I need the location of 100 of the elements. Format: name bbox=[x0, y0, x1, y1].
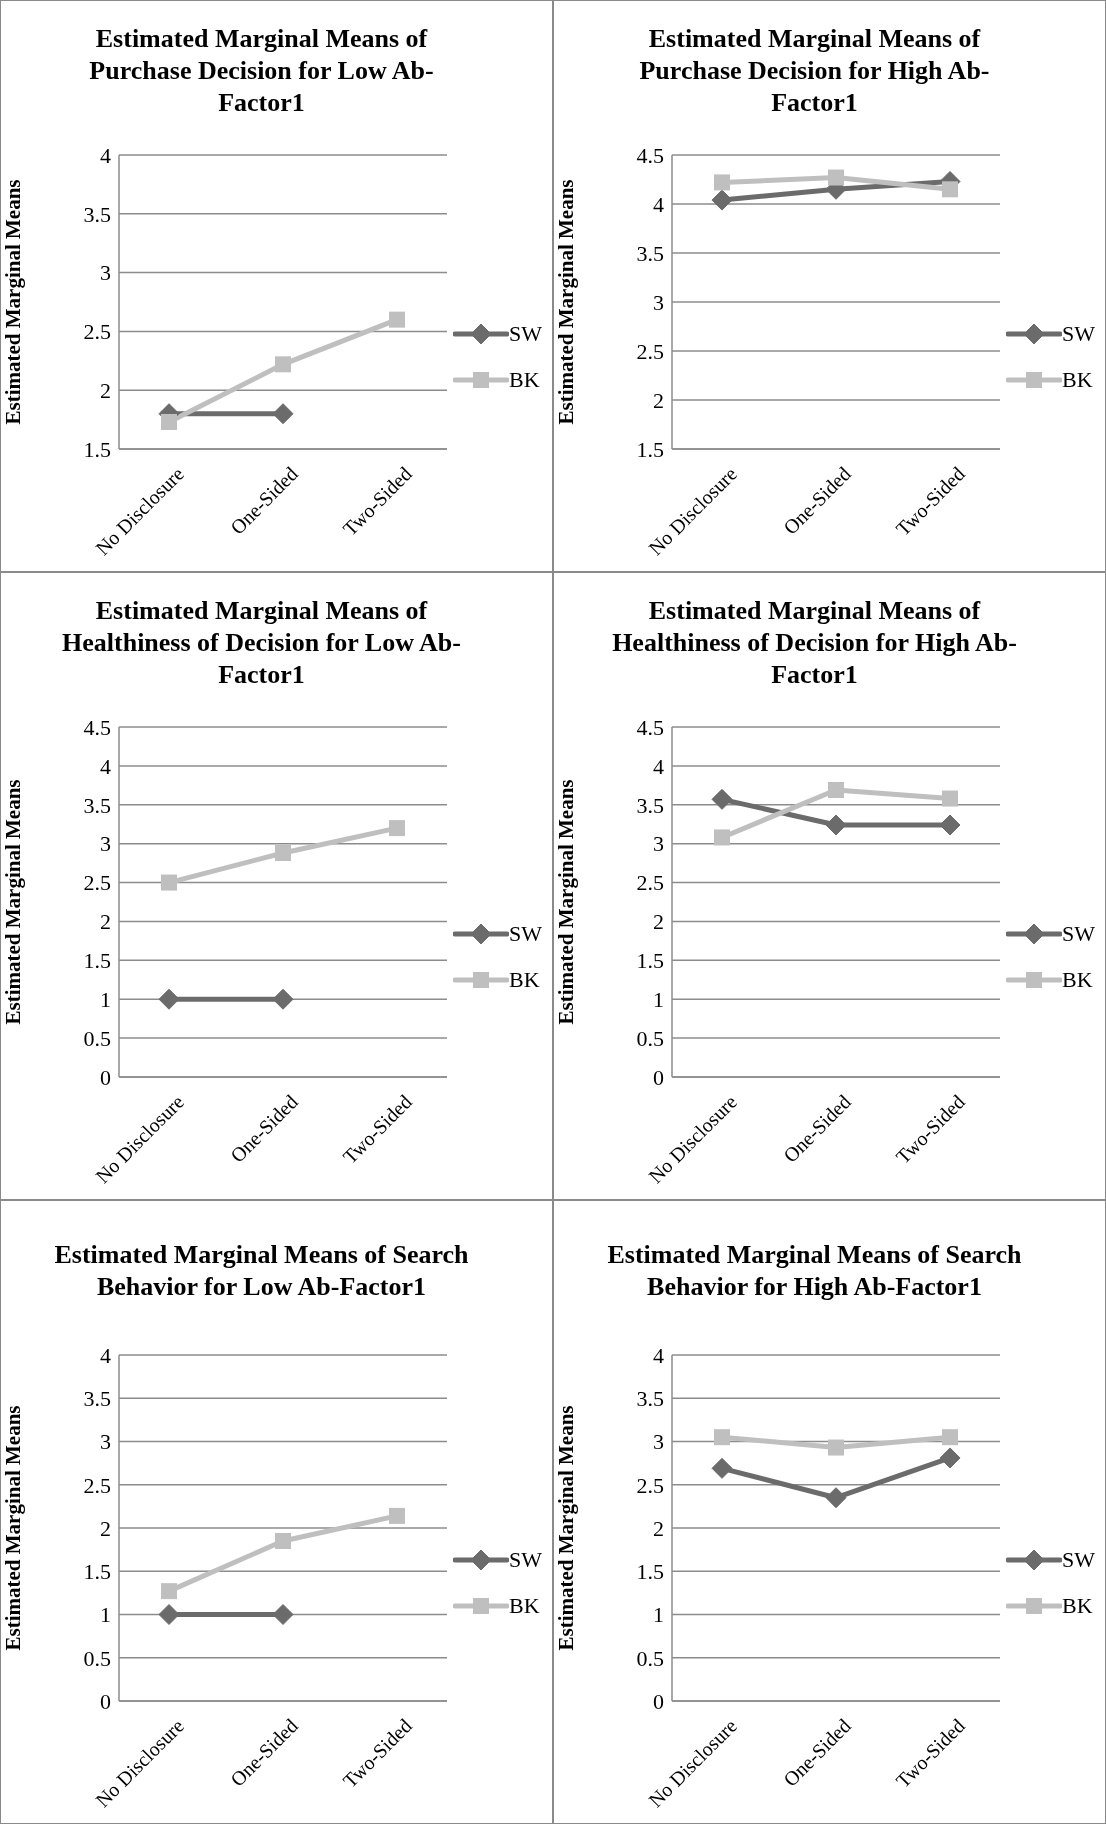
legend-label: BK bbox=[509, 367, 540, 393]
point bbox=[275, 845, 291, 861]
legend-label: BK bbox=[509, 1593, 540, 1619]
y-tick-label: 4.5 bbox=[636, 714, 664, 740]
point bbox=[942, 790, 958, 807]
legend-label: BK bbox=[1062, 1593, 1093, 1619]
y-axis-title: Estimated Marginal Means bbox=[554, 179, 579, 425]
y-tick-label: 4.5 bbox=[636, 142, 664, 168]
y-tick-label: 3 bbox=[100, 1429, 111, 1455]
y-tick-label: 1 bbox=[100, 987, 111, 1013]
y-tick-label: 2 bbox=[100, 378, 111, 404]
chart-title: Estimated Marginal Means of Search Behavior for High Ab-Factor1 bbox=[606, 1239, 1023, 1303]
y-axis-title: Estimated Marginal Means bbox=[1, 779, 26, 1025]
y-tick-label: 3.5 bbox=[636, 1386, 664, 1412]
point bbox=[161, 874, 177, 891]
point bbox=[389, 311, 405, 328]
y-tick-label: 2 bbox=[100, 1515, 111, 1541]
y-tick-label: 1 bbox=[653, 987, 664, 1013]
chart-title: Estimated Marginal Means of Search Behavior for Low Ab-Factor1 bbox=[53, 1239, 470, 1303]
y-tick-label: 1.5 bbox=[83, 436, 111, 462]
y-tick-label: 2.5 bbox=[636, 870, 664, 896]
y-tick-label: 0.5 bbox=[83, 1645, 111, 1671]
chart-title: Estimated Marginal Means of Healthiness of Decision for Low Ab-Factor1 bbox=[61, 595, 462, 691]
point bbox=[158, 988, 180, 1010]
y-tick-label: 0.5 bbox=[636, 1645, 664, 1671]
point bbox=[158, 1604, 180, 1625]
y-tick-label: 3.5 bbox=[83, 201, 111, 227]
y-tick-label: 2 bbox=[653, 1515, 664, 1541]
point bbox=[939, 814, 961, 836]
legend-label: SW bbox=[509, 321, 542, 347]
point bbox=[714, 174, 730, 191]
y-tick-label: 2.5 bbox=[83, 870, 111, 896]
y-tick-label: 4 bbox=[653, 1342, 664, 1368]
point bbox=[161, 413, 177, 430]
y-tick-label: 1.5 bbox=[636, 948, 664, 974]
point bbox=[939, 1447, 961, 1469]
y-tick-label: 4 bbox=[100, 1342, 111, 1368]
point bbox=[711, 788, 733, 810]
point bbox=[272, 988, 294, 1010]
point bbox=[161, 1583, 177, 1600]
y-tick-label: 0.5 bbox=[83, 1025, 111, 1051]
chart-title: Estimated Marginal Means of Purchase Decision for High Ab-Factor1 bbox=[638, 23, 991, 119]
point bbox=[711, 1457, 733, 1479]
point bbox=[828, 169, 844, 186]
point bbox=[389, 1507, 405, 1524]
y-tick-label: 0.5 bbox=[636, 1025, 664, 1051]
y-tick-label: 1.5 bbox=[83, 1559, 111, 1585]
point bbox=[275, 1532, 291, 1549]
y-tick-label: 0 bbox=[100, 1688, 111, 1714]
y-tick-label: 3 bbox=[653, 289, 664, 315]
y-tick-label: 1.5 bbox=[636, 1559, 664, 1585]
legend-label: SW bbox=[1062, 1547, 1095, 1573]
legend-label: SW bbox=[1062, 321, 1095, 347]
y-tick-label: 0 bbox=[653, 1064, 664, 1090]
legend-label: BK bbox=[509, 967, 540, 993]
legend-label: SW bbox=[509, 1547, 542, 1573]
y-tick-label: 2.5 bbox=[83, 1472, 111, 1498]
point bbox=[828, 782, 844, 798]
y-tick-label: 3.5 bbox=[636, 240, 664, 266]
y-tick-label: 4 bbox=[653, 191, 664, 217]
y-tick-label: 1.5 bbox=[83, 948, 111, 974]
y-axis-title: Estimated Marginal Means bbox=[554, 1405, 579, 1651]
point bbox=[714, 1429, 730, 1446]
y-tick-label: 1.5 bbox=[636, 436, 664, 462]
point bbox=[828, 1439, 844, 1456]
y-tick-label: 3.5 bbox=[83, 1386, 111, 1412]
y-axis-title: Estimated Marginal Means bbox=[554, 779, 579, 1025]
y-tick-label: 2 bbox=[653, 909, 664, 935]
y-tick-label: 3 bbox=[100, 260, 111, 286]
y-tick-label: 2.5 bbox=[83, 319, 111, 345]
legend-label: BK bbox=[1062, 967, 1093, 993]
y-tick-label: 4 bbox=[100, 142, 111, 168]
y-tick-label: 2.5 bbox=[636, 338, 664, 364]
point bbox=[825, 814, 847, 836]
y-tick-label: 1 bbox=[100, 1602, 111, 1628]
y-tick-label: 0 bbox=[100, 1064, 111, 1090]
chart-title: Estimated Marginal Means of Purchase Decision for Low Ab-Factor1 bbox=[88, 23, 435, 119]
point bbox=[942, 1429, 958, 1446]
point bbox=[825, 1487, 847, 1509]
point bbox=[711, 189, 733, 211]
y-tick-label: 4.5 bbox=[83, 714, 111, 740]
point bbox=[275, 356, 291, 373]
y-tick-label: 1 bbox=[653, 1602, 664, 1628]
y-tick-label: 3 bbox=[100, 831, 111, 857]
legend-label: SW bbox=[1062, 921, 1095, 947]
legend-label: SW bbox=[509, 921, 542, 947]
point bbox=[272, 1604, 294, 1625]
point bbox=[272, 403, 294, 425]
y-tick-label: 2.5 bbox=[636, 1472, 664, 1498]
point bbox=[714, 829, 730, 846]
point bbox=[942, 181, 958, 198]
y-tick-label: 4 bbox=[100, 753, 111, 779]
y-axis-title: Estimated Marginal Means bbox=[1, 1405, 26, 1651]
chart-title: Estimated Marginal Means of Healthiness of Decision for High Ab-Factor1 bbox=[611, 595, 1018, 691]
y-tick-label: 4 bbox=[653, 753, 664, 779]
y-tick-label: 3 bbox=[653, 1429, 664, 1455]
point bbox=[389, 820, 405, 837]
y-tick-label: 3.5 bbox=[83, 792, 111, 818]
y-tick-label: 3.5 bbox=[636, 792, 664, 818]
legend-label: BK bbox=[1062, 367, 1093, 393]
